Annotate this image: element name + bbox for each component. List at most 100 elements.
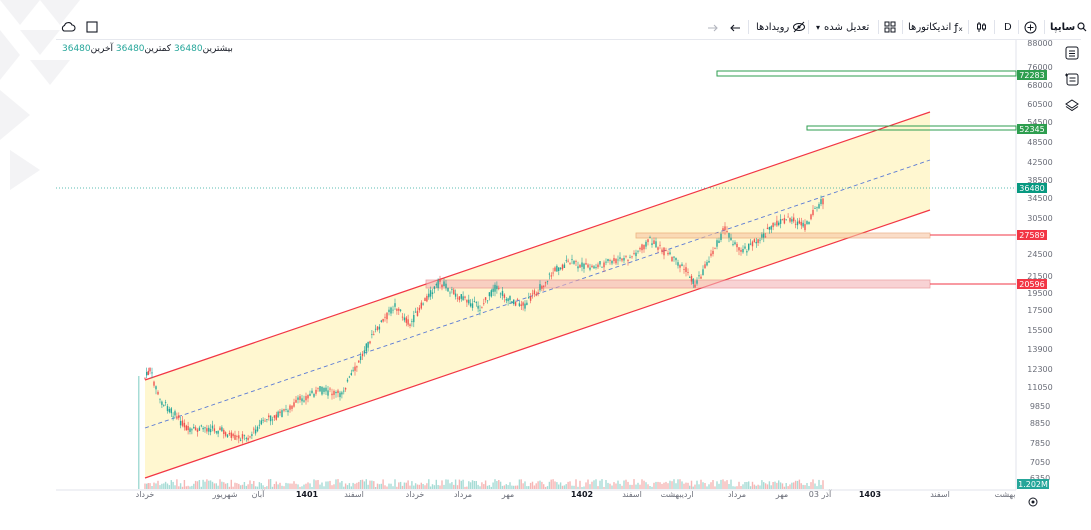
price-axis-tick: 34500 <box>1027 194 1052 203</box>
candle-body <box>234 435 236 440</box>
candle-body <box>607 259 609 261</box>
channel-upper-line[interactable] <box>144 111 931 381</box>
price-axis[interactable]: 88000 76000 68000 60500 54500 48500 42500 38500… <box>1027 39 1052 483</box>
volume-bar <box>481 482 483 489</box>
redo-icon[interactable] <box>706 18 720 36</box>
volume-bar <box>232 486 234 489</box>
volume-bar <box>571 485 573 489</box>
volume-bar <box>575 479 577 489</box>
candle-body <box>198 427 201 431</box>
volume-bar <box>696 480 698 489</box>
events-button[interactable]: رویدادها <box>756 18 806 36</box>
candle-body <box>230 432 232 438</box>
compare-add-icon[interactable] <box>1024 18 1037 36</box>
volume-bar <box>539 480 541 489</box>
volume-bar <box>520 479 522 489</box>
volume-bar <box>778 480 780 489</box>
time-axis[interactable]: خرداد شهریور آبان 1401 اسفند خرداد مرداد مهر 140… <box>136 489 1016 499</box>
cloud-icon[interactable] <box>60 18 76 36</box>
volume-bar <box>595 479 597 489</box>
volume-bar <box>151 486 153 489</box>
candle-body <box>702 269 704 275</box>
price-axis-tick: 38500 <box>1027 176 1052 185</box>
candle-body <box>619 257 621 259</box>
support-zone-20596[interactable] <box>425 279 931 289</box>
volume-bar <box>605 480 607 489</box>
candle-body <box>209 429 212 433</box>
volume-bar <box>373 481 375 489</box>
volume-bar <box>352 482 354 489</box>
candle-body <box>341 392 343 395</box>
candle-body <box>147 370 149 375</box>
volume-bar <box>163 483 165 489</box>
candle-body <box>146 372 148 376</box>
candle-body <box>595 267 597 268</box>
price-tag-20596-text: 20596 <box>1019 280 1044 289</box>
candle-body <box>471 303 474 308</box>
chart-type-icon[interactable] <box>976 18 988 36</box>
adjusted-dropdown[interactable]: تعدیل شده ▾ <box>816 18 869 36</box>
candle-body <box>651 243 653 245</box>
search-icon <box>1077 22 1087 32</box>
volume-bar <box>621 485 623 489</box>
candle-body <box>249 436 251 438</box>
volume-bar <box>273 484 276 489</box>
candle-body <box>208 427 210 432</box>
candle-body <box>224 432 227 436</box>
volume-bar <box>774 481 776 489</box>
candle-body <box>144 377 146 379</box>
candle-body <box>653 240 655 244</box>
volume-bar <box>619 483 621 489</box>
layers-icon[interactable] <box>1063 96 1081 114</box>
candle-body <box>371 334 373 335</box>
symbol-search[interactable]: سایپا <box>1050 18 1087 36</box>
volume-bar <box>550 479 552 489</box>
volume-bar <box>230 479 232 489</box>
candle-body <box>401 316 404 318</box>
candle-body <box>245 438 247 439</box>
candle-body <box>285 409 287 410</box>
channel-lower-line[interactable] <box>144 209 931 479</box>
candle-body <box>462 296 464 300</box>
candle-body <box>685 267 687 272</box>
volume-bar <box>223 482 225 489</box>
candle-body <box>191 429 193 431</box>
indicators-button[interactable]: ƒₓ اندیکاتورها <box>908 18 963 36</box>
support-zone-27589[interactable] <box>635 232 931 239</box>
interval-button[interactable]: D <box>1004 18 1012 36</box>
volume-bar <box>617 480 619 489</box>
candle-body <box>673 256 675 258</box>
candle-body <box>710 253 712 256</box>
alerts-list-icon[interactable] <box>1063 70 1081 88</box>
candle-body <box>297 397 299 400</box>
price-axis-tick: 9850 <box>1030 402 1050 411</box>
fullscreen-icon[interactable] <box>86 18 98 36</box>
volume-bar <box>196 481 199 489</box>
undo-icon[interactable] <box>728 18 742 36</box>
resistance-zone-72283[interactable] <box>716 70 1017 77</box>
volume-bar <box>380 483 382 489</box>
candle-body <box>236 436 238 437</box>
volume-bar <box>392 486 394 489</box>
volume-bar <box>531 481 534 489</box>
candle-body <box>732 244 734 246</box>
volume-bar <box>350 486 352 489</box>
candle-body <box>548 273 551 275</box>
volume-bar <box>245 485 247 489</box>
volume-bar <box>331 485 333 489</box>
candle-body <box>155 386 157 390</box>
volume-bar <box>321 482 323 489</box>
volume-bar <box>548 481 551 489</box>
candle-body <box>505 299 507 301</box>
volume-bar <box>462 479 464 489</box>
candle-body <box>178 415 180 419</box>
resistance-zone-52345[interactable] <box>806 125 1017 131</box>
watchlist-icon[interactable] <box>1063 44 1081 62</box>
candle-body <box>166 406 169 412</box>
templates-icon[interactable] <box>884 18 896 36</box>
candle-body <box>738 247 740 251</box>
volume-bar <box>193 483 195 489</box>
settings-gear-icon[interactable] <box>1028 497 1038 507</box>
channel-median-line[interactable] <box>144 159 931 429</box>
